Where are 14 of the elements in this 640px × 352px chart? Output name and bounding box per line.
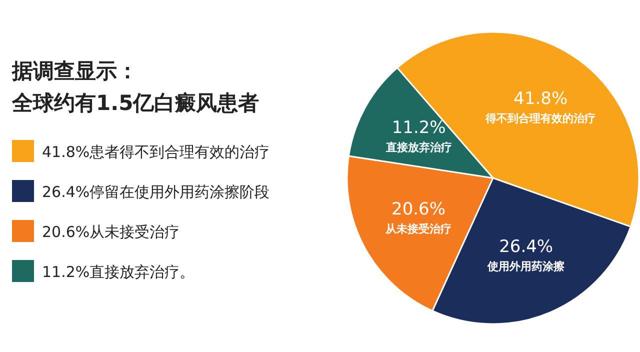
text: 使用外用药涂擦	[488, 260, 565, 273]
text: 从未接受治疗	[386, 222, 452, 236]
legend-label: 26.4%停留在使用外用药涂擦阶段	[42, 183, 270, 201]
text: 得不到合理有效的治疗	[486, 112, 596, 125]
text: 全球约有1.5亿白癜风患者	[11, 91, 260, 115]
legend-label: 41.8%患者得不到合理有效的治疗	[42, 143, 270, 161]
legend-label: 20.6%从未接受治疗	[42, 223, 180, 241]
data-label: 20.6%	[392, 199, 446, 220]
data-label: 26.4%	[499, 236, 554, 257]
data-label: 11.2%	[392, 118, 446, 138]
data-label: 41.8%	[514, 88, 568, 109]
legend-label: 11.2%直接放弃治疗。	[42, 263, 195, 281]
text: 直接放弃治疗	[386, 141, 452, 154]
text: 据调查显示：	[11, 59, 138, 83]
